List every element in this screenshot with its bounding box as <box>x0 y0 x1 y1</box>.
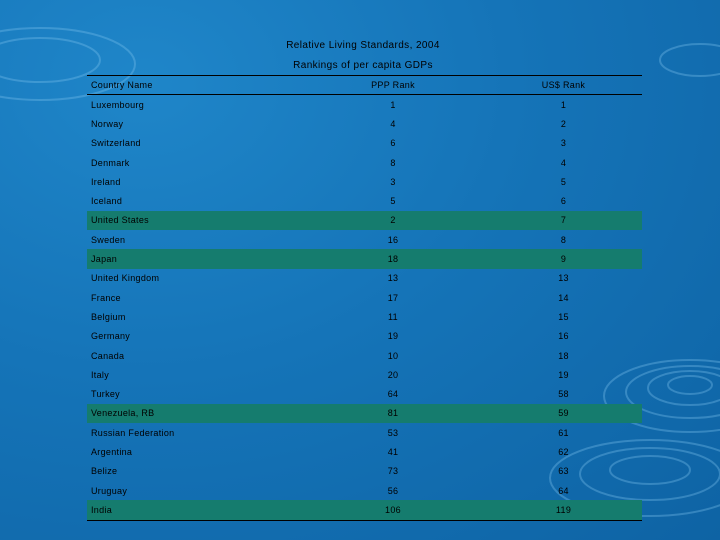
country-cell: United States <box>91 215 149 226</box>
usd-rank-cell: 7 <box>560 215 567 226</box>
table-row: Argentina 41 62 <box>87 442 642 461</box>
usd-rank-cell: 14 <box>558 292 569 303</box>
ppp-rank-cell: 18 <box>387 254 399 265</box>
table-subtitle: Rankings of per capita GDPs <box>293 60 433 71</box>
column-header-ppp-rank: PPP Rank <box>371 80 415 90</box>
table-row: Denmark 8 4 <box>87 153 642 172</box>
usd-rank-cell: 15 <box>558 311 569 322</box>
table-header-row: Country Name PPP Rank US$ Rank <box>87 76 642 95</box>
table-row: Venezuela, RB 81 59 <box>87 403 642 424</box>
ppp-rank-cell: 10 <box>387 350 399 361</box>
column-header-usd-rank: US$ Rank <box>541 80 586 90</box>
country-cell: Iceland <box>91 196 123 207</box>
country-cell: Norway <box>91 118 124 129</box>
ppp-rank-cell: 19 <box>387 331 399 342</box>
country-cell: Canada <box>91 350 125 361</box>
usd-rank-cell: 58 <box>558 389 569 400</box>
country-cell: Germany <box>91 331 131 342</box>
table-row: Japan 18 9 <box>87 249 642 269</box>
ppp-rank-cell: 41 <box>387 446 399 457</box>
ppp-rank-cell: 17 <box>387 292 399 303</box>
country-cell: Sweden <box>91 234 126 245</box>
country-cell: United Kingdom <box>91 273 160 284</box>
ppp-rank-cell: 13 <box>387 273 399 284</box>
usd-rank-cell: 63 <box>558 466 569 477</box>
table-row: Switzerland 6 3 <box>87 134 642 153</box>
ppp-rank-cell: 73 <box>387 466 399 477</box>
usd-rank-cell: 4 <box>560 157 567 168</box>
country-cell: Belgium <box>91 311 126 322</box>
country-cell: Russian Federation <box>91 427 175 438</box>
usd-rank-cell: 119 <box>555 504 572 515</box>
usd-rank-cell: 19 <box>558 369 569 380</box>
usd-rank-cell: 61 <box>558 427 569 438</box>
usd-rank-cell: 59 <box>558 408 569 419</box>
ppp-rank-cell: 53 <box>387 427 399 438</box>
country-cell: Japan <box>91 254 118 265</box>
country-cell: Belize <box>91 466 118 477</box>
column-header-country: Country Name <box>91 80 153 90</box>
ppp-rank-cell: 106 <box>385 504 401 515</box>
usd-rank-cell: 16 <box>558 331 569 342</box>
table-row: India 106 119 <box>87 500 642 520</box>
country-cell: Venezuela, RB <box>91 408 155 419</box>
table-row: Uruguay 56 64 <box>87 481 642 500</box>
table-row: Germany 19 16 <box>87 327 642 346</box>
ppp-rank-cell: 16 <box>387 234 399 245</box>
usd-rank-cell: 1 <box>560 99 567 110</box>
ppp-rank-cell: 8 <box>390 157 396 168</box>
table-row: France 17 14 <box>87 288 642 307</box>
country-cell: India <box>91 504 113 515</box>
country-cell: France <box>91 292 121 303</box>
ppp-rank-cell: 1 <box>390 99 396 110</box>
ppp-rank-cell: 56 <box>387 485 399 496</box>
country-cell: Uruguay <box>91 485 128 496</box>
table-title: Relative Living Standards, 2004 <box>286 40 440 51</box>
country-cell: Luxembourg <box>91 99 145 110</box>
country-cell: Argentina <box>91 446 133 457</box>
country-cell: Denmark <box>91 157 130 168</box>
usd-rank-cell: 62 <box>558 446 569 457</box>
table-row: Belgium 11 15 <box>87 307 642 326</box>
ppp-rank-cell: 20 <box>387 369 399 380</box>
country-cell: Switzerland <box>91 138 141 149</box>
usd-rank-cell: 13 <box>558 273 569 284</box>
rankings-table: Country Name PPP Rank US$ Rank Luxembour… <box>87 75 642 521</box>
country-cell: Italy <box>91 369 110 380</box>
usd-rank-cell: 3 <box>560 138 567 149</box>
table-row: Canada 10 18 <box>87 346 642 365</box>
ppp-rank-cell: 3 <box>390 176 396 187</box>
table-row: Sweden 16 8 <box>87 230 642 249</box>
usd-rank-cell: 9 <box>560 254 567 265</box>
ppp-rank-cell: 4 <box>390 118 396 129</box>
table-row: United Kingdom 13 13 <box>87 269 642 288</box>
table-row: Italy 20 19 <box>87 365 642 384</box>
ppp-rank-cell: 2 <box>390 215 396 226</box>
country-cell: Ireland <box>91 176 121 187</box>
table-row: Russian Federation 53 61 <box>87 423 642 442</box>
usd-rank-cell: 6 <box>560 196 567 207</box>
table-row: Turkey 64 58 <box>87 384 642 403</box>
ppp-rank-cell: 5 <box>390 196 396 207</box>
ppp-rank-cell: 81 <box>387 408 399 419</box>
table-row: Belize 73 63 <box>87 462 642 481</box>
table-row: Luxembourg 1 1 <box>87 95 642 114</box>
usd-rank-cell: 5 <box>560 176 567 187</box>
usd-rank-cell: 2 <box>560 118 567 129</box>
table-row: Ireland 3 5 <box>87 172 642 191</box>
table-row: Iceland 5 6 <box>87 191 642 210</box>
country-cell: Turkey <box>91 389 120 400</box>
table-row: Norway 4 2 <box>87 114 642 133</box>
ppp-rank-cell: 6 <box>390 138 396 149</box>
table-row: United States 2 7 <box>87 210 642 231</box>
usd-rank-cell: 64 <box>558 485 569 496</box>
ppp-rank-cell: 11 <box>388 311 398 322</box>
usd-rank-cell: 18 <box>558 350 569 361</box>
ppp-rank-cell: 64 <box>387 389 399 400</box>
usd-rank-cell: 8 <box>560 234 567 245</box>
